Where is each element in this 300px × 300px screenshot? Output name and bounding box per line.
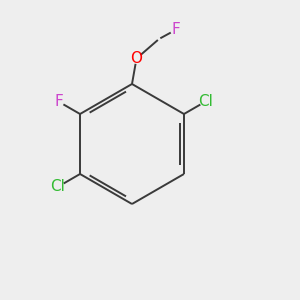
Text: F: F (171, 22, 180, 38)
Text: O: O (130, 51, 142, 66)
Text: Cl: Cl (50, 179, 65, 194)
Text: F: F (55, 94, 64, 110)
Text: Cl: Cl (199, 94, 214, 109)
